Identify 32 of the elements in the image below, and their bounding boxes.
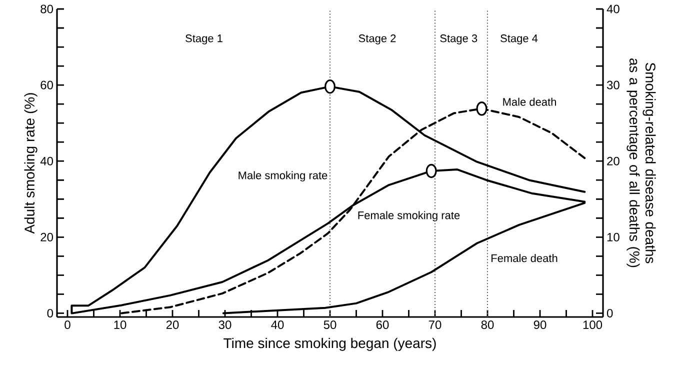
y-tick-label: 80 — [40, 4, 54, 14]
y-tick-label: 20 — [40, 232, 54, 242]
x-tick-label: 100 — [583, 320, 602, 330]
y-tick-label: 40 — [40, 156, 54, 166]
text: Male smoking rate — [238, 171, 328, 182]
y2-tick-label: 40 — [606, 4, 620, 14]
x-tick-label: 30 — [218, 320, 232, 330]
x-tick-label: 80 — [481, 320, 494, 330]
x-tick-label: 0 — [64, 320, 70, 330]
x-tick-label: 60 — [376, 320, 389, 330]
y-axis-title: Adult smoking rate (%) — [24, 93, 38, 234]
y2-tick-label: 10 — [607, 232, 620, 242]
series-label: Female death — [492, 254, 558, 262]
x-tick-label: 20 — [166, 320, 179, 330]
annotation: Stage 1 — [186, 34, 222, 44]
series-label: Male death — [503, 98, 556, 106]
y2-tick-label: 20 — [607, 156, 620, 166]
y-tick-label: 60 — [40, 80, 54, 90]
y2-tick-label: 0 — [606, 308, 613, 318]
x-tick-label: 40 — [271, 320, 284, 330]
annotation: Stage 3 — [440, 34, 478, 44]
annotation: Stage 4 — [500, 34, 538, 44]
y2-tick-label: 30 — [606, 80, 620, 90]
annotation: Stage 2 — [358, 34, 396, 44]
x-tick-label: 50 — [324, 320, 336, 330]
y-tick-label: 0 — [47, 308, 54, 318]
x-tick-label: 10 — [114, 320, 126, 330]
x-tick-label: 90 — [534, 320, 546, 330]
series-label: Female smoking rate — [358, 211, 460, 222]
y2-axis-title: Smoking-related disease deaths as a percentage of all deaths (%) — [626, 58, 656, 268]
x-axis-title: Time since smoking began (years) — [224, 338, 436, 351]
x-tick-label: 70 — [428, 320, 442, 330]
